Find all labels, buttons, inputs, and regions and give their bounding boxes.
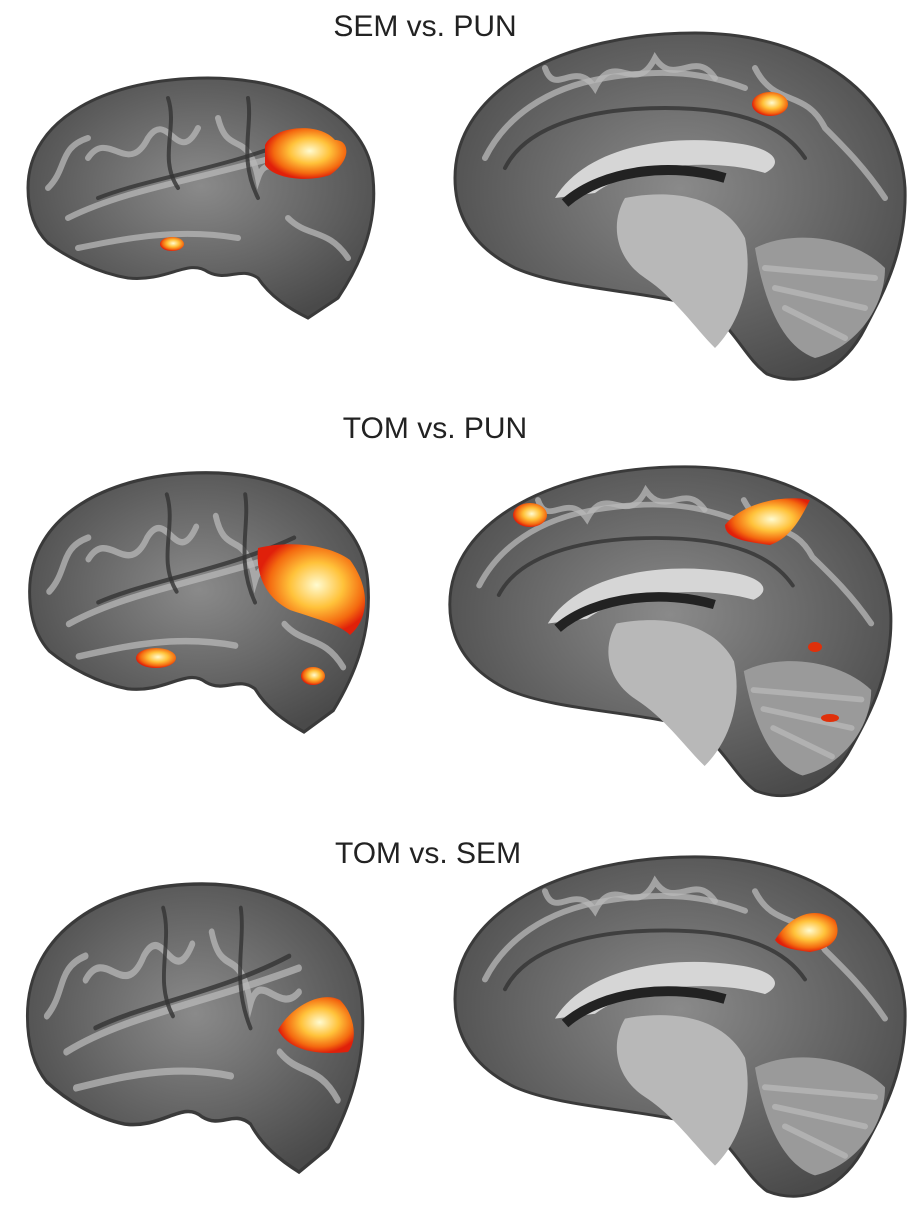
figure: SEM vs. PUN TOM vs. PUN TOM vs. SEM — [0, 0, 913, 1207]
activation — [160, 237, 184, 251]
medial-brain — [455, 857, 905, 1196]
medial-brain — [455, 33, 905, 379]
activation — [513, 503, 547, 527]
activation — [301, 667, 325, 685]
activation — [808, 642, 822, 652]
lateral-brain — [28, 78, 374, 318]
activation — [136, 648, 176, 668]
panel-title: TOM vs. PUN — [343, 412, 527, 445]
activation — [821, 714, 839, 722]
activation — [752, 92, 788, 116]
panel-title: TOM vs. SEM — [335, 837, 521, 870]
panel-title: SEM vs. PUN — [333, 10, 516, 43]
